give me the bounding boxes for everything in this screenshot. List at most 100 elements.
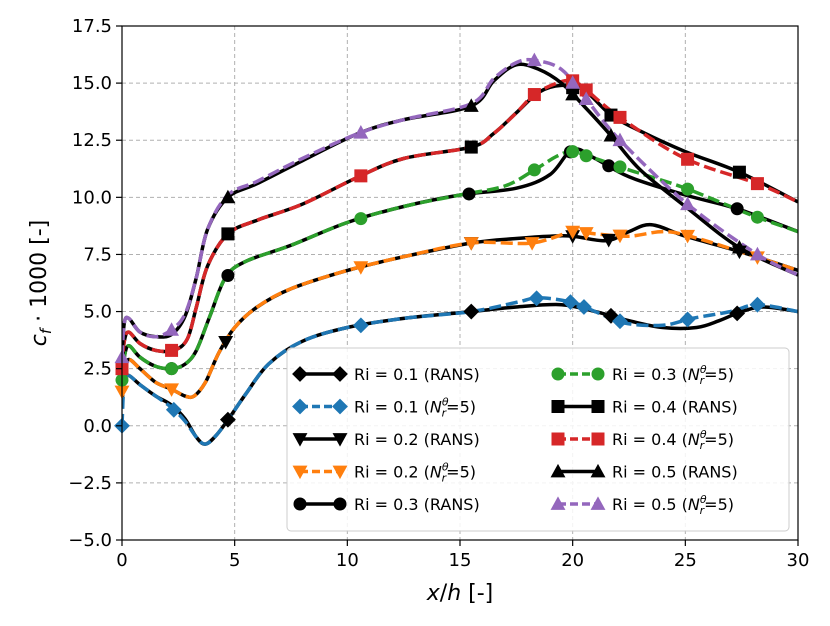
series-1-marker <box>576 299 592 315</box>
legend-label-4: Ri = 0.3 (RANS) <box>354 495 480 514</box>
x-tick-label: 25 <box>674 550 697 571</box>
legend-marker-5 <box>551 367 565 381</box>
series-line-1 <box>122 296 798 446</box>
series-0-marker <box>219 411 236 428</box>
series-3-marker <box>524 237 540 251</box>
series-9-marker <box>680 196 696 211</box>
y-tick-label: 2.5 <box>83 359 112 380</box>
y-tick-label: −5.0 <box>68 530 112 551</box>
series-9-marker <box>353 125 369 139</box>
series-0-marker <box>463 303 480 320</box>
series-4-marker <box>602 159 616 173</box>
legend-label-9: Ri = 0.5 (Nθ r=5) <box>612 493 734 517</box>
legend-marker-9 <box>590 496 606 510</box>
series-line-3 <box>122 229 798 400</box>
series-3-marker <box>578 227 594 241</box>
legend-marker-4 <box>293 497 307 511</box>
legend-marker-0 <box>332 366 348 382</box>
legend-marker-8 <box>550 463 566 478</box>
series-2-marker <box>218 336 234 350</box>
legend-marker-3 <box>292 465 308 480</box>
legend-marker-3 <box>332 465 348 480</box>
series-4-marker <box>462 187 476 201</box>
legend-marker-2 <box>292 433 308 447</box>
legend-marker-5 <box>591 367 605 381</box>
y-tick-label: 7.5 <box>83 244 112 265</box>
series-5-marker <box>566 145 580 159</box>
legend-label-2: Ri = 0.2 (RANS) <box>354 430 480 449</box>
legend-label-8: Ri = 0.5 (RANS) <box>612 463 738 482</box>
series-3-marker <box>463 237 479 251</box>
series-5-marker <box>579 149 593 163</box>
x-tick-label: 15 <box>449 550 472 571</box>
series-7-marker <box>750 177 764 191</box>
series-9-marker <box>578 91 594 106</box>
legend-marker-4 <box>333 497 347 511</box>
series-1-marker <box>749 296 766 313</box>
series-3-marker <box>680 229 696 244</box>
tick-layer: 0 5 10 15 20 25 30 −5.0 −2.5 0.0 2.5 5.0 7.5 10.0 12.5… <box>68 16 809 571</box>
series-1-marker <box>352 317 369 334</box>
series-2-marker <box>601 233 617 248</box>
series-8-marker <box>603 128 619 142</box>
series-4-marker <box>730 202 744 216</box>
legend-marker-2 <box>332 433 348 447</box>
legend-label-0: Ri = 0.1 (RANS) <box>354 365 480 384</box>
legend-label-3: Ri = 0.2 (Nθ r=5) <box>354 461 476 485</box>
series-7-marker <box>613 110 627 124</box>
legend-marker-0 <box>292 366 308 382</box>
legend-label-7: Ri = 0.4 (Nθ r=5) <box>612 428 734 452</box>
series-9-marker <box>565 75 581 89</box>
x-tick-label: 20 <box>561 550 584 571</box>
legend-marker-8 <box>590 463 606 478</box>
series-3-marker <box>565 225 581 240</box>
series-3-marker <box>612 229 628 244</box>
x-tick-label: 30 <box>787 550 810 571</box>
series-3-marker <box>353 261 369 275</box>
legend-label-6: Ri = 0.4 (RANS) <box>612 398 738 417</box>
y-tick-label: 0.0 <box>83 416 112 437</box>
series-1-marker <box>562 294 579 311</box>
series-1-marker <box>528 290 545 307</box>
x-axis-label: x/h [-] <box>426 581 494 606</box>
series-1-marker <box>612 313 628 330</box>
marker-layer <box>114 52 766 434</box>
legend-marker-7 <box>591 432 605 446</box>
series-5-marker <box>354 212 368 226</box>
series-1-marker <box>165 401 182 418</box>
y-tick-label: 10.0 <box>72 187 112 208</box>
series-7-marker <box>527 88 541 102</box>
series-8-marker <box>463 98 479 112</box>
series-8-marker <box>731 239 747 254</box>
series-1-marker <box>679 311 696 328</box>
series-6-marker <box>464 140 478 154</box>
y-tick-label: 17.5 <box>72 16 112 37</box>
y-tick-label: 12.5 <box>72 130 112 151</box>
series-7-marker <box>165 343 179 357</box>
x-tick-label: 5 <box>229 550 240 571</box>
series-6-marker <box>221 227 235 241</box>
series-line-9 <box>122 57 798 358</box>
legend-label-1: Ri = 0.1 (Nθ r=5) <box>354 396 476 420</box>
legend-marker-9 <box>550 496 566 510</box>
series-9-marker <box>749 246 765 261</box>
series-9-marker <box>612 132 628 147</box>
series-7-marker <box>354 169 368 183</box>
y-tick-label: −2.5 <box>68 473 112 494</box>
series-5-marker <box>527 163 541 177</box>
series-0-marker <box>603 307 619 324</box>
series-7-marker <box>681 152 695 166</box>
legend-box <box>286 347 790 532</box>
x-tick-label: 10 <box>336 550 359 571</box>
series-3-marker <box>164 383 180 397</box>
legend-marker-6 <box>591 400 605 413</box>
series-9-marker <box>526 52 542 67</box>
series-8-marker <box>565 86 581 101</box>
series-6-marker <box>732 165 746 179</box>
series-9-marker <box>164 322 180 336</box>
x-tick-label: 0 <box>116 550 127 571</box>
series-5-marker <box>750 210 764 224</box>
legend-marker-6 <box>551 400 565 413</box>
y-tick-label: 5.0 <box>83 302 112 323</box>
